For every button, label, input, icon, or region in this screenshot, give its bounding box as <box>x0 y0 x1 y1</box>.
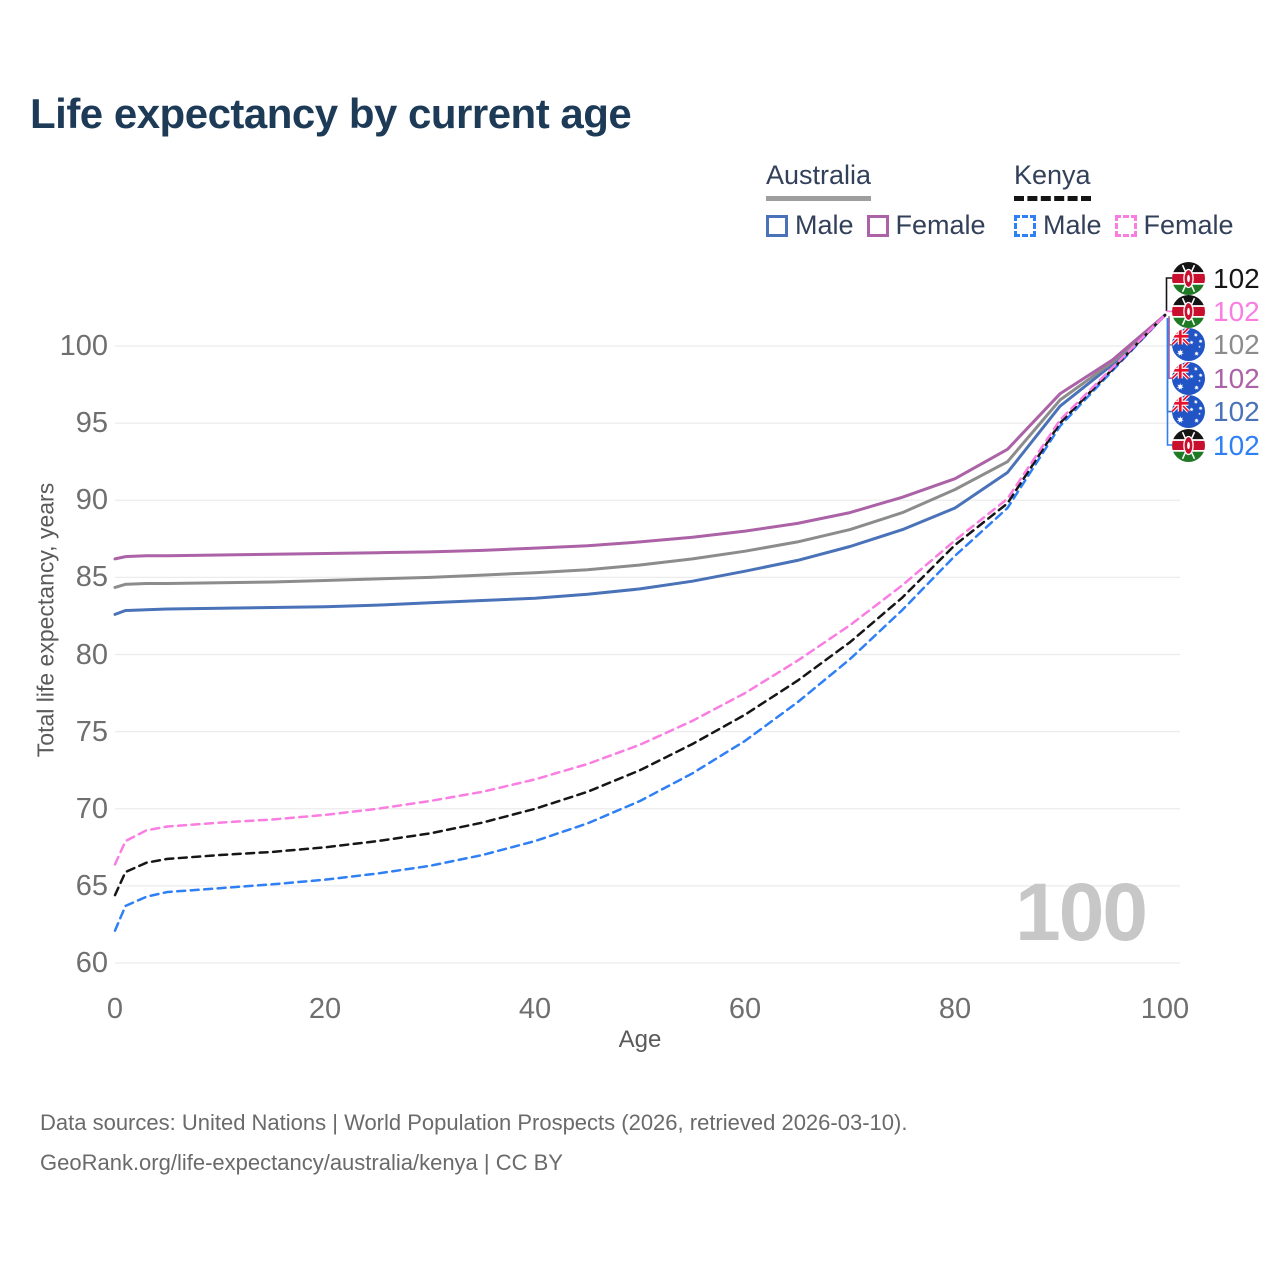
end-label-row: 102 <box>1172 395 1260 429</box>
current-age-watermark: 100 <box>1015 867 1148 958</box>
y-tick-label: 85 <box>75 561 108 594</box>
series-line-australia-female[interactable] <box>113 313 1167 561</box>
x-axis-title: Age <box>618 1026 662 1053</box>
y-tick-label: 60 <box>75 947 108 979</box>
y-axis-title: Total life expectancy, years <box>32 482 59 758</box>
australia-female-swatch-icon <box>866 214 889 237</box>
legend-item-kenya-male[interactable]: Male <box>1014 210 1102 241</box>
legend-item-label: Male <box>1043 210 1102 240</box>
kenya-male-swatch-icon <box>1014 214 1036 237</box>
legend-item-label: Female <box>1143 210 1234 240</box>
kenya-flag-icon <box>1172 294 1205 328</box>
kenya-flag-icon <box>1172 428 1205 462</box>
australia-male-swatch-icon <box>766 214 788 237</box>
legend-header-kenya[interactable]: Kenya <box>1014 160 1091 201</box>
x-tick-label: 100 <box>1140 993 1190 1025</box>
legend-header-australia[interactable]: Australia <box>766 160 872 201</box>
legend-item-australia-female[interactable]: Female <box>866 210 986 241</box>
end-label-value: 102 <box>1213 429 1260 461</box>
legend-group-kenya: Kenya Male Female <box>1014 160 1234 241</box>
legend-item-kenya-female[interactable]: Female <box>1114 210 1234 241</box>
end-label-leader-line <box>1168 318 1172 379</box>
end-label-value: 102 <box>1213 329 1260 361</box>
legend-item-label: Male <box>795 210 854 240</box>
end-label-row: 102 <box>1172 361 1260 395</box>
series-line-kenya-female[interactable] <box>113 313 1167 866</box>
end-label-value: 102 <box>1213 262 1260 294</box>
series-line-kenya-male[interactable] <box>113 313 1167 932</box>
legend-item-australia-male[interactable]: Male <box>766 210 854 241</box>
australia-flag-icon <box>1172 328 1205 362</box>
kenya-flag-icon <box>1172 261 1205 295</box>
series-line-australia-all[interactable] <box>113 313 1167 589</box>
legend-item-label: Female <box>895 210 986 240</box>
australia-flag-icon <box>1172 395 1205 429</box>
series-line-kenya-all[interactable] <box>113 313 1167 897</box>
y-tick-label: 95 <box>75 407 108 440</box>
legend-group-australia: Australia Male Female <box>766 160 986 241</box>
end-label-row: 102 <box>1172 261 1260 295</box>
end-label-value: 102 <box>1213 362 1260 394</box>
y-tick-label: 75 <box>75 715 108 748</box>
end-label-leader-line <box>1165 277 1172 311</box>
end-label-row: 102 <box>1172 428 1260 462</box>
x-tick-label: 40 <box>518 993 552 1025</box>
footer: Data sources: United Nations | World Pop… <box>40 1103 907 1183</box>
y-tick-label: 80 <box>75 638 108 671</box>
end-label-leader-line <box>1166 318 1172 446</box>
y-tick-label: 100 <box>59 330 108 362</box>
footer-attribution-link: GeoRank.org/life-expectancy/australia/ke… <box>40 1150 563 1175</box>
australia-flag-icon <box>1172 361 1205 395</box>
x-tick-label: 80 <box>938 993 972 1025</box>
y-tick-label: 70 <box>75 792 108 825</box>
end-label-value: 102 <box>1213 295 1260 327</box>
y-tick-label: 65 <box>75 869 108 902</box>
x-tick-label: 60 <box>728 993 762 1025</box>
end-label-row: 102 <box>1172 328 1260 362</box>
end-label-row: 102 <box>1172 294 1260 328</box>
x-tick-label: 20 <box>308 993 342 1025</box>
x-tick-label: 0 <box>106 993 124 1025</box>
kenya-female-swatch-icon <box>1114 214 1137 237</box>
end-label-value: 102 <box>1213 396 1260 428</box>
y-tick-label: 90 <box>75 484 108 517</box>
page-title: Life expectancy by current age <box>30 90 632 137</box>
footer-data-sources: Data sources: United Nations | World Pop… <box>40 1110 908 1135</box>
series-line-australia-male[interactable] <box>113 313 1167 616</box>
